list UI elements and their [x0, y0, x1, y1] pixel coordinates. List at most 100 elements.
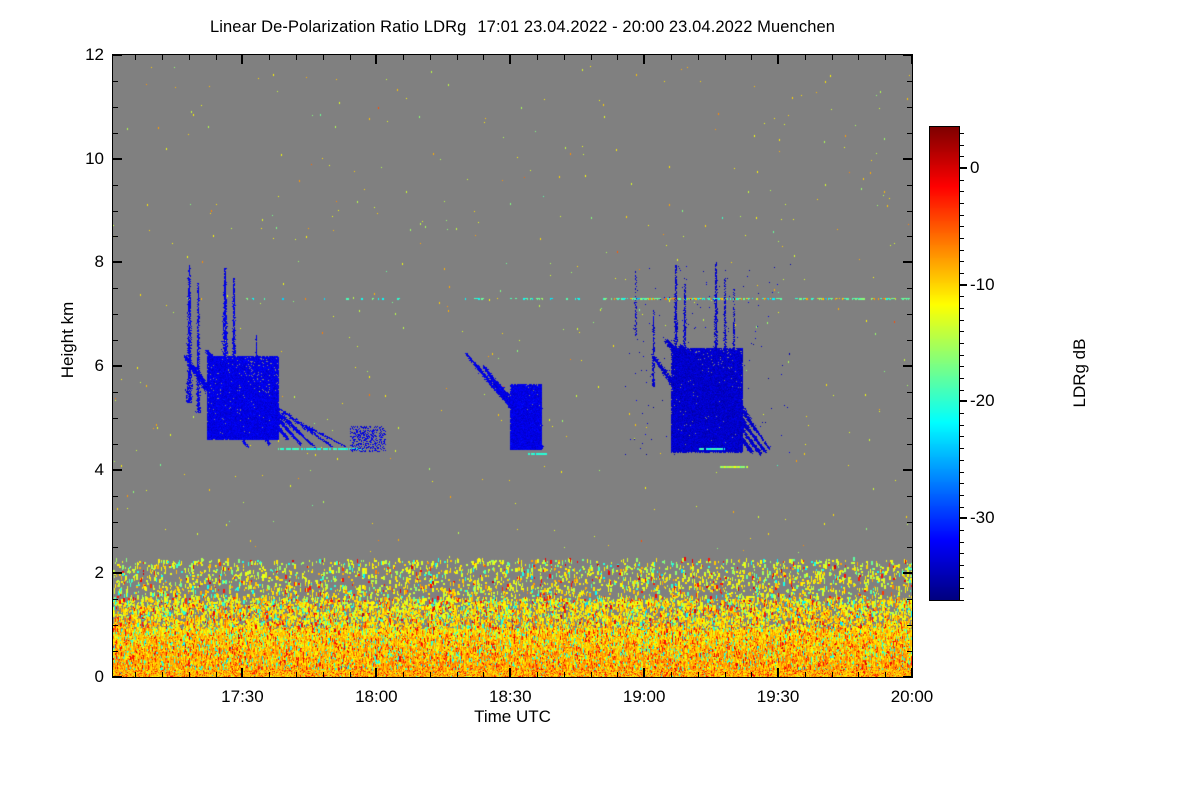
colorbar-gradient: [929, 126, 960, 601]
y-tick-label-12: 12: [85, 45, 104, 64]
x-tick-top-1164: [751, 55, 753, 60]
y-tick-right-7: [907, 314, 912, 316]
y-tick-right-2.5: [907, 547, 912, 549]
colorbar-tick--35: [959, 576, 964, 578]
colorbar-tick--19: [959, 389, 964, 391]
colorbar-tick--18: [959, 378, 964, 380]
colorbar-tick--37: [959, 600, 964, 601]
x-tick-label-17-30: 17:30: [221, 687, 264, 706]
y-tick-10: [113, 157, 122, 160]
colorbar-label--30: -30: [970, 508, 995, 528]
x-tick-top-1182: [831, 55, 833, 60]
colorbar-tick--20: [959, 400, 967, 403]
x-tick-top-1068: [322, 55, 324, 60]
x-tick-top-1134: [617, 55, 619, 60]
x-axis-title: Time UTC: [474, 707, 551, 726]
x-tick-top-1050: [241, 55, 244, 64]
x-tick-1200: [911, 668, 913, 677]
colorbar-label-0: 0: [970, 157, 980, 177]
y-tick-5: [113, 417, 118, 419]
x-tick-top-1140: [643, 55, 646, 64]
y-tick-right-1.5: [907, 599, 912, 601]
y-tick-right-1: [907, 625, 912, 627]
x-tick-label-19-30: 19:30: [756, 687, 800, 706]
y-tick-8.5: [113, 236, 118, 238]
heatmap-canvas[interactable]: [113, 55, 912, 677]
y-tick-right-8: [903, 261, 912, 264]
colorbar-tick--28: [959, 494, 964, 496]
x-tick-1170: [777, 668, 780, 677]
y-tick-label-10: 10: [85, 148, 104, 168]
y-tick-6: [113, 365, 122, 367]
colorbar-tick-3: [959, 132, 964, 134]
y-tick-1.5: [113, 599, 118, 601]
colorbar-tick--26: [959, 471, 964, 473]
y-tick-label-8: 8: [94, 252, 104, 272]
colorbar-tick--2: [959, 191, 964, 193]
y-tick-right-4: [903, 468, 912, 471]
x-tick-1080: [375, 668, 378, 677]
colorbar-tick--25: [959, 459, 964, 461]
y-tick-4: [113, 468, 122, 471]
colorbar-tick--16: [959, 354, 964, 356]
x-tick-top-1032: [162, 55, 164, 60]
x-tick-1038: [188, 672, 190, 677]
x-tick-top-1152: [697, 55, 699, 60]
x-tick-1056: [269, 672, 271, 677]
y-tick-right-7.5: [907, 288, 912, 290]
colorbar-label--20: -20: [970, 391, 995, 411]
colorbar-tick--10: [959, 283, 967, 286]
y-tick-0: [113, 676, 122, 678]
x-tick-1104: [483, 672, 485, 677]
x-tick-top-1200: [911, 55, 913, 64]
y-tick-right-8.5: [907, 236, 912, 238]
y-tick-right-5: [907, 417, 912, 419]
colorbar-tick--29: [959, 506, 964, 508]
x-tick-top-1086: [403, 55, 405, 60]
y-tick-right-0.5: [907, 651, 912, 653]
x-tick-1158: [724, 672, 726, 677]
x-tick-top-1176: [804, 55, 806, 60]
y-tick-right-2: [903, 572, 912, 575]
x-tick-label-19-00: 19:00: [622, 687, 666, 706]
colorbar-tick--24: [959, 448, 964, 450]
x-tick-1134: [617, 672, 619, 677]
y-tick-right-10.5: [907, 132, 912, 134]
y-tick-5.5: [113, 391, 118, 393]
title-timerange: 17:01 23.04.2022 - 20:00 23.04.2022 Muen…: [477, 18, 836, 36]
x-tick-top-1062: [296, 55, 297, 60]
x-tick-top-1116: [537, 55, 539, 60]
x-tick-1110: [509, 668, 512, 677]
x-tick-1068: [322, 672, 324, 677]
y-tick-6.5: [113, 340, 118, 342]
x-tick-top-1158: [724, 55, 726, 60]
x-tick-top-1128: [590, 55, 592, 60]
x-tick-top-1104: [483, 55, 485, 60]
x-tick-1026: [135, 672, 137, 677]
colorbar-title: LDRg dB: [1070, 338, 1089, 408]
colorbar-tick--13: [959, 319, 964, 321]
y-tick-right-3: [907, 521, 912, 523]
colorbar[interactable]: 0 -10 -20 -30: [929, 126, 995, 601]
x-tick-1194: [885, 672, 887, 677]
colorbar-tick--12: [959, 308, 964, 310]
y-axis-title: Height km: [58, 301, 77, 379]
colorbar-tick--23: [959, 436, 964, 438]
colorbar-tick--21: [959, 413, 964, 415]
colorbar-tick--15: [959, 343, 964, 345]
x-tick-top-1044: [215, 55, 217, 60]
y-tick-8: [113, 261, 122, 264]
colorbar-tick--17: [959, 366, 964, 368]
plot-area[interactable]: [112, 54, 913, 678]
y-tick-right-11: [907, 106, 912, 108]
x-tick-1092: [429, 672, 431, 677]
x-tick-top-1080: [375, 55, 378, 64]
x-tick-1140: [643, 668, 646, 677]
y-tick-right-3.5: [907, 495, 912, 497]
y-tick-2.5: [113, 547, 118, 549]
y-tick-11: [113, 106, 118, 108]
x-tick-top-1074: [349, 55, 351, 60]
y-tick-7: [113, 314, 118, 316]
colorbar-tick--9: [959, 272, 964, 274]
colorbar-tick--6: [959, 237, 964, 239]
